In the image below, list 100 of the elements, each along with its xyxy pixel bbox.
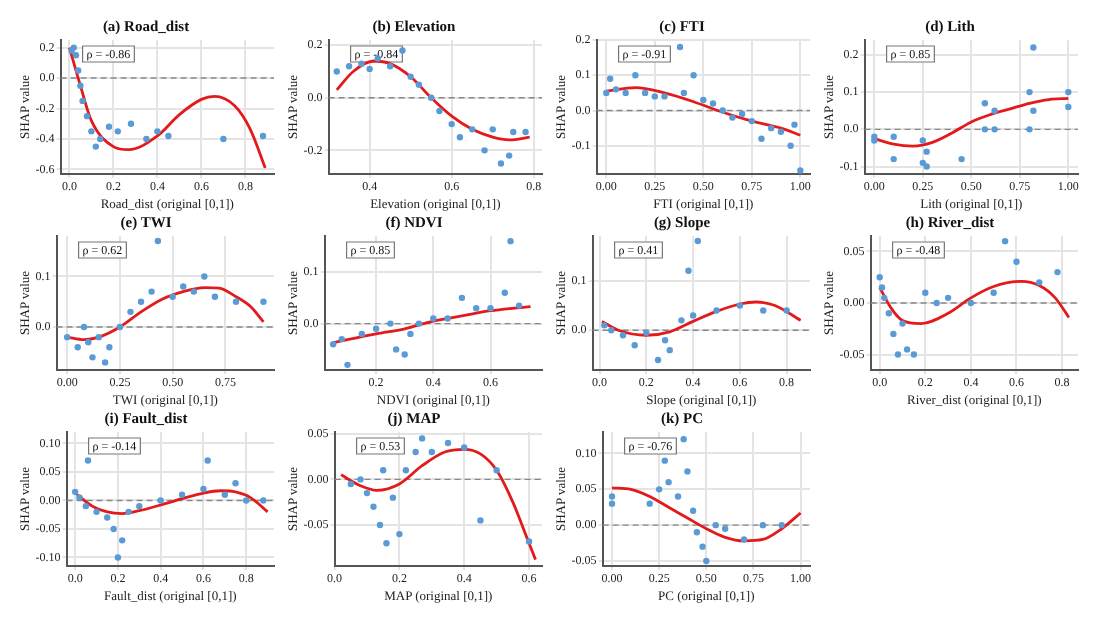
point <box>990 289 997 296</box>
point <box>641 89 649 97</box>
point <box>376 521 384 529</box>
line-series <box>331 305 532 345</box>
point <box>63 333 71 341</box>
point <box>259 132 267 140</box>
point <box>680 435 687 443</box>
point <box>473 304 480 312</box>
point <box>106 344 113 351</box>
point <box>643 329 650 336</box>
point <box>689 507 697 515</box>
point <box>678 317 685 324</box>
point <box>923 148 930 155</box>
point <box>71 488 79 496</box>
point <box>689 312 697 319</box>
point <box>357 476 364 483</box>
line-series <box>600 300 803 337</box>
point <box>674 493 682 500</box>
point <box>890 133 897 140</box>
point <box>981 100 989 107</box>
point <box>878 284 886 291</box>
point <box>344 361 351 369</box>
point <box>154 128 161 135</box>
point <box>680 89 688 97</box>
point <box>758 135 765 142</box>
point <box>461 444 468 451</box>
point <box>666 346 673 354</box>
point <box>407 330 414 338</box>
point <box>372 325 380 332</box>
point <box>88 128 95 135</box>
point <box>748 117 755 125</box>
point <box>703 557 710 565</box>
point <box>358 330 365 338</box>
point <box>444 315 451 322</box>
point <box>399 47 406 54</box>
line-series <box>68 46 267 170</box>
point <box>76 494 83 501</box>
point <box>603 89 610 97</box>
point <box>661 457 669 464</box>
point <box>933 299 940 307</box>
point <box>232 298 240 305</box>
point <box>85 338 92 346</box>
point <box>345 63 353 70</box>
point <box>619 332 627 339</box>
point <box>82 502 90 510</box>
point <box>80 323 88 331</box>
point <box>876 274 883 281</box>
point <box>481 147 488 154</box>
line-series <box>610 486 802 543</box>
point <box>143 135 150 143</box>
point <box>507 237 514 245</box>
point <box>386 63 394 70</box>
point <box>608 493 616 500</box>
point <box>116 323 124 331</box>
point <box>347 480 354 488</box>
point <box>631 341 638 349</box>
point <box>712 521 719 529</box>
point <box>661 337 669 344</box>
point <box>338 335 345 343</box>
point <box>501 289 509 296</box>
point <box>759 521 767 529</box>
point <box>101 359 109 366</box>
point <box>944 294 952 302</box>
line-series <box>339 447 537 562</box>
point <box>684 468 691 475</box>
point <box>448 120 455 128</box>
point <box>77 82 84 89</box>
point <box>894 351 902 358</box>
point <box>436 107 443 115</box>
point <box>180 283 187 290</box>
point <box>118 537 126 544</box>
point <box>787 142 794 149</box>
point <box>415 81 423 88</box>
point <box>154 237 162 245</box>
point <box>401 351 408 358</box>
point <box>721 525 729 532</box>
point <box>389 494 397 501</box>
point <box>923 163 930 170</box>
point <box>89 354 96 361</box>
point <box>719 107 726 114</box>
point <box>493 467 500 474</box>
point <box>1065 88 1072 96</box>
point <box>1030 107 1037 114</box>
point <box>477 517 484 524</box>
point <box>665 478 672 486</box>
point <box>515 302 523 309</box>
point <box>729 114 736 121</box>
point <box>387 320 394 327</box>
point <box>418 435 426 442</box>
point <box>991 107 998 114</box>
point <box>713 307 720 314</box>
point <box>676 43 684 51</box>
point <box>1054 268 1061 276</box>
point <box>415 320 423 327</box>
point <box>358 60 365 67</box>
point <box>1065 103 1072 111</box>
point <box>72 52 80 59</box>
point <box>890 330 897 338</box>
point <box>791 121 798 128</box>
point <box>380 467 387 474</box>
